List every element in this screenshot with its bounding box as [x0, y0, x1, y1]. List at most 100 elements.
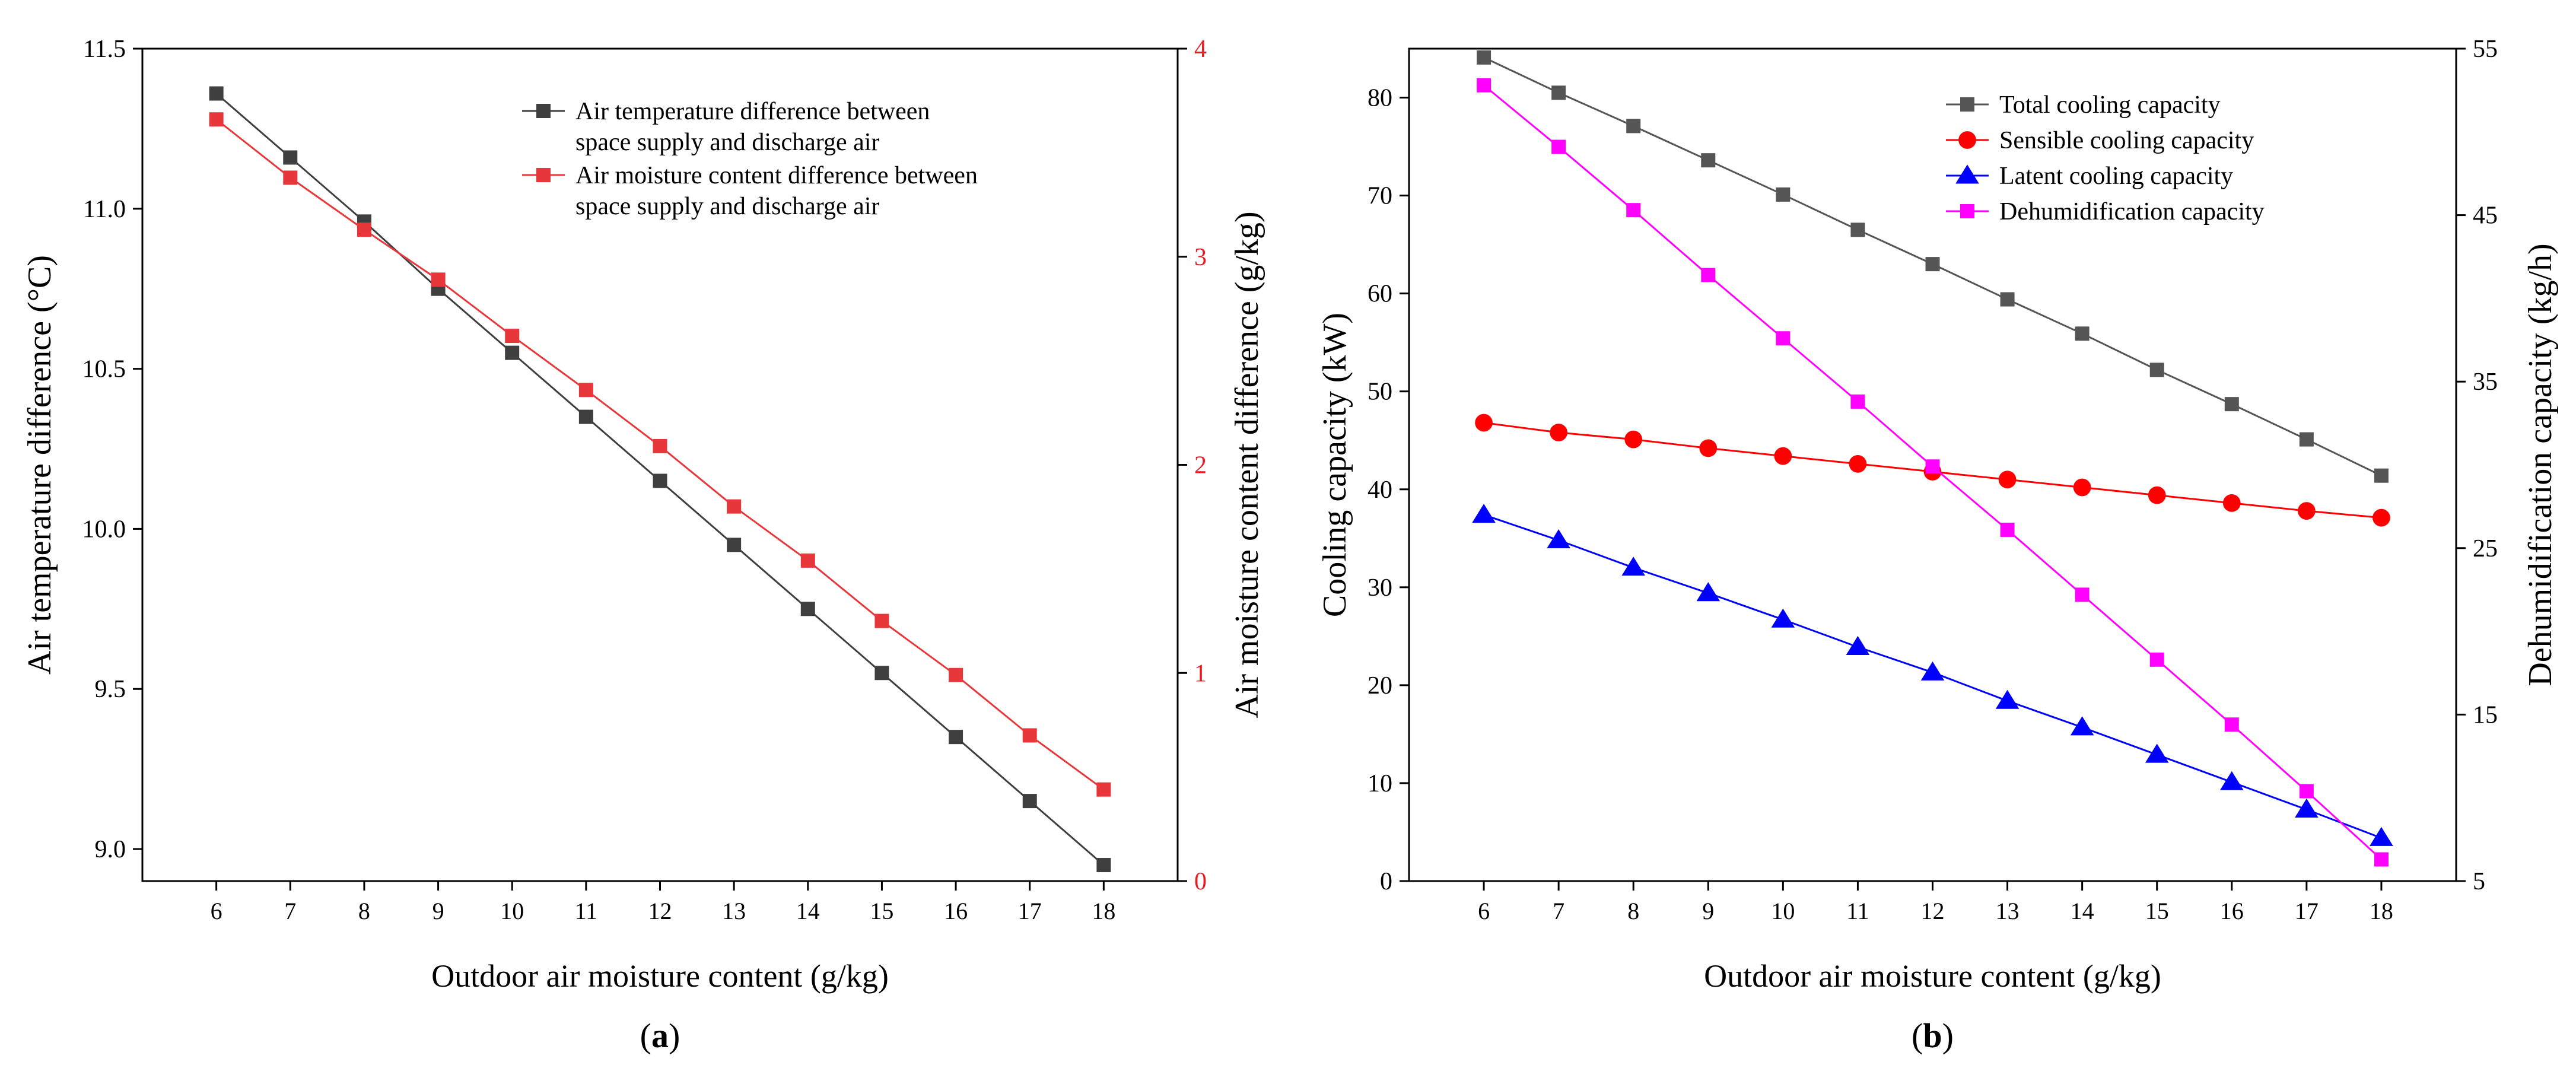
x-tick-label: 9	[1702, 898, 1714, 924]
x-tick-label: 13	[722, 898, 746, 924]
data-point	[1925, 257, 1940, 272]
data-point	[505, 345, 520, 360]
data-point	[1774, 447, 1792, 465]
data-point	[283, 150, 298, 165]
panel-label-paren: (	[1912, 1016, 1923, 1055]
data-point	[1624, 430, 1643, 449]
data-point	[578, 409, 593, 424]
x-tick-label: 7	[1553, 898, 1564, 924]
y-right-tick-label: 2	[1194, 452, 1207, 479]
legend-marker-3	[1955, 164, 1979, 184]
data-point	[1846, 635, 1870, 656]
data-point	[2374, 852, 2389, 867]
data-point	[209, 112, 224, 127]
data-point	[283, 170, 298, 185]
x-tick-label: 8	[1627, 898, 1639, 924]
legend-marker-4	[1960, 204, 1974, 218]
x-tick-label: 11	[575, 898, 598, 924]
x-tick-label: 8	[358, 898, 370, 924]
data-point	[2374, 468, 2389, 483]
data-point	[1776, 331, 1791, 346]
data-point	[1475, 414, 1493, 432]
x-tick-label: 17	[2295, 898, 2319, 924]
data-point	[1776, 187, 1791, 202]
data-point	[1995, 689, 2020, 709]
data-point	[800, 553, 815, 568]
data-point	[949, 667, 963, 682]
panel-label-paren: )	[669, 1016, 680, 1055]
y-left-tick-label: 9.5	[95, 676, 126, 703]
x-tick-label: 11	[1846, 898, 1869, 924]
y-left-axis-title: Cooling capacity (kW)	[1316, 313, 1353, 617]
data-point	[578, 383, 593, 398]
x-tick-label: 16	[944, 898, 968, 924]
legend-label-2: Air moisture content difference between	[575, 162, 978, 189]
data-point	[1920, 661, 1945, 681]
x-tick-label: 6	[1478, 898, 1490, 924]
x-tick-label: 18	[2370, 898, 2393, 924]
y-right-tick-label: 25	[2473, 535, 2498, 562]
data-point	[874, 613, 889, 628]
data-point	[1477, 78, 1491, 93]
x-tick-label: 15	[870, 898, 893, 924]
data-point	[1701, 153, 1716, 168]
data-point	[1472, 504, 1496, 523]
data-point	[1096, 858, 1111, 873]
data-point	[2295, 798, 2319, 818]
data-point	[1551, 85, 1566, 100]
data-point	[1477, 50, 1491, 65]
y-left-tick-label: 10.5	[82, 356, 126, 383]
data-point	[1022, 794, 1037, 809]
x-tick-label: 9	[432, 898, 444, 924]
legend-label-2: space supply and discharge air	[575, 193, 879, 220]
y-left-axis-title: Air temperature difference (°C)	[21, 255, 58, 675]
data-point	[1550, 424, 1568, 441]
y-left-tick-label: 60	[1367, 281, 1392, 308]
data-point	[2219, 771, 2244, 790]
legend-label-4: Dehumidification capacity	[1999, 198, 2265, 225]
data-point	[2075, 326, 2090, 341]
data-point	[2073, 478, 2091, 497]
data-point	[2075, 587, 2090, 602]
x-tick-label: 13	[1996, 898, 2020, 924]
legend-label-3: Latent cooling capacity	[1999, 163, 2233, 190]
data-point	[2148, 486, 2166, 504]
y-right-tick-label: 55	[2473, 36, 2498, 63]
data-point	[209, 86, 224, 101]
data-point	[1547, 529, 1570, 549]
legend-marker-2	[1958, 131, 1976, 149]
data-point	[874, 666, 889, 681]
y-left-tick-label: 10.0	[82, 516, 126, 543]
data-point	[2070, 716, 2094, 736]
data-point	[505, 329, 520, 344]
x-axis-title: Outdoor air moisture content (g/kg)	[1704, 958, 2161, 994]
panel-label: (b)	[1912, 1016, 1954, 1055]
x-tick-label: 12	[1921, 898, 1945, 924]
data-point	[2000, 292, 2015, 307]
y-left-tick-label: 40	[1367, 476, 1392, 504]
y-left-tick-label: 9.0	[95, 836, 126, 863]
x-tick-label: 10	[1771, 898, 1795, 924]
data-point	[2373, 508, 2390, 527]
data-point	[727, 499, 742, 514]
y-left-tick-label: 70	[1367, 183, 1392, 210]
y-left-tick-label: 80	[1367, 85, 1392, 112]
y-right-tick-label: 15	[2473, 701, 2498, 729]
data-point	[2299, 432, 2314, 447]
y-left-tick-label: 20	[1367, 672, 1392, 700]
legend-label-1: Total cooling capacity	[1999, 91, 2221, 119]
data-point	[2149, 652, 2164, 667]
y-right-tick-label: 1	[1194, 660, 1207, 687]
x-tick-label: 6	[211, 898, 222, 924]
y-left-tick-label: 0	[1380, 868, 1392, 895]
data-point	[2145, 743, 2169, 763]
data-point	[2299, 784, 2314, 799]
legend-marker-1	[1960, 97, 1974, 112]
data-point	[2224, 717, 2239, 732]
y-right-tick-label: 45	[2473, 202, 2498, 230]
data-point	[653, 438, 667, 453]
y-right-tick-label: 35	[2473, 368, 2498, 396]
chart-panel-b: 6 7 8 9 10 11 12 13 14 15 16 17 18 0 10 20 30 40 50 60 70 80 5…	[1316, 36, 2559, 1055]
data-point	[1771, 608, 1795, 628]
panel-label-letter: a	[651, 1016, 669, 1055]
